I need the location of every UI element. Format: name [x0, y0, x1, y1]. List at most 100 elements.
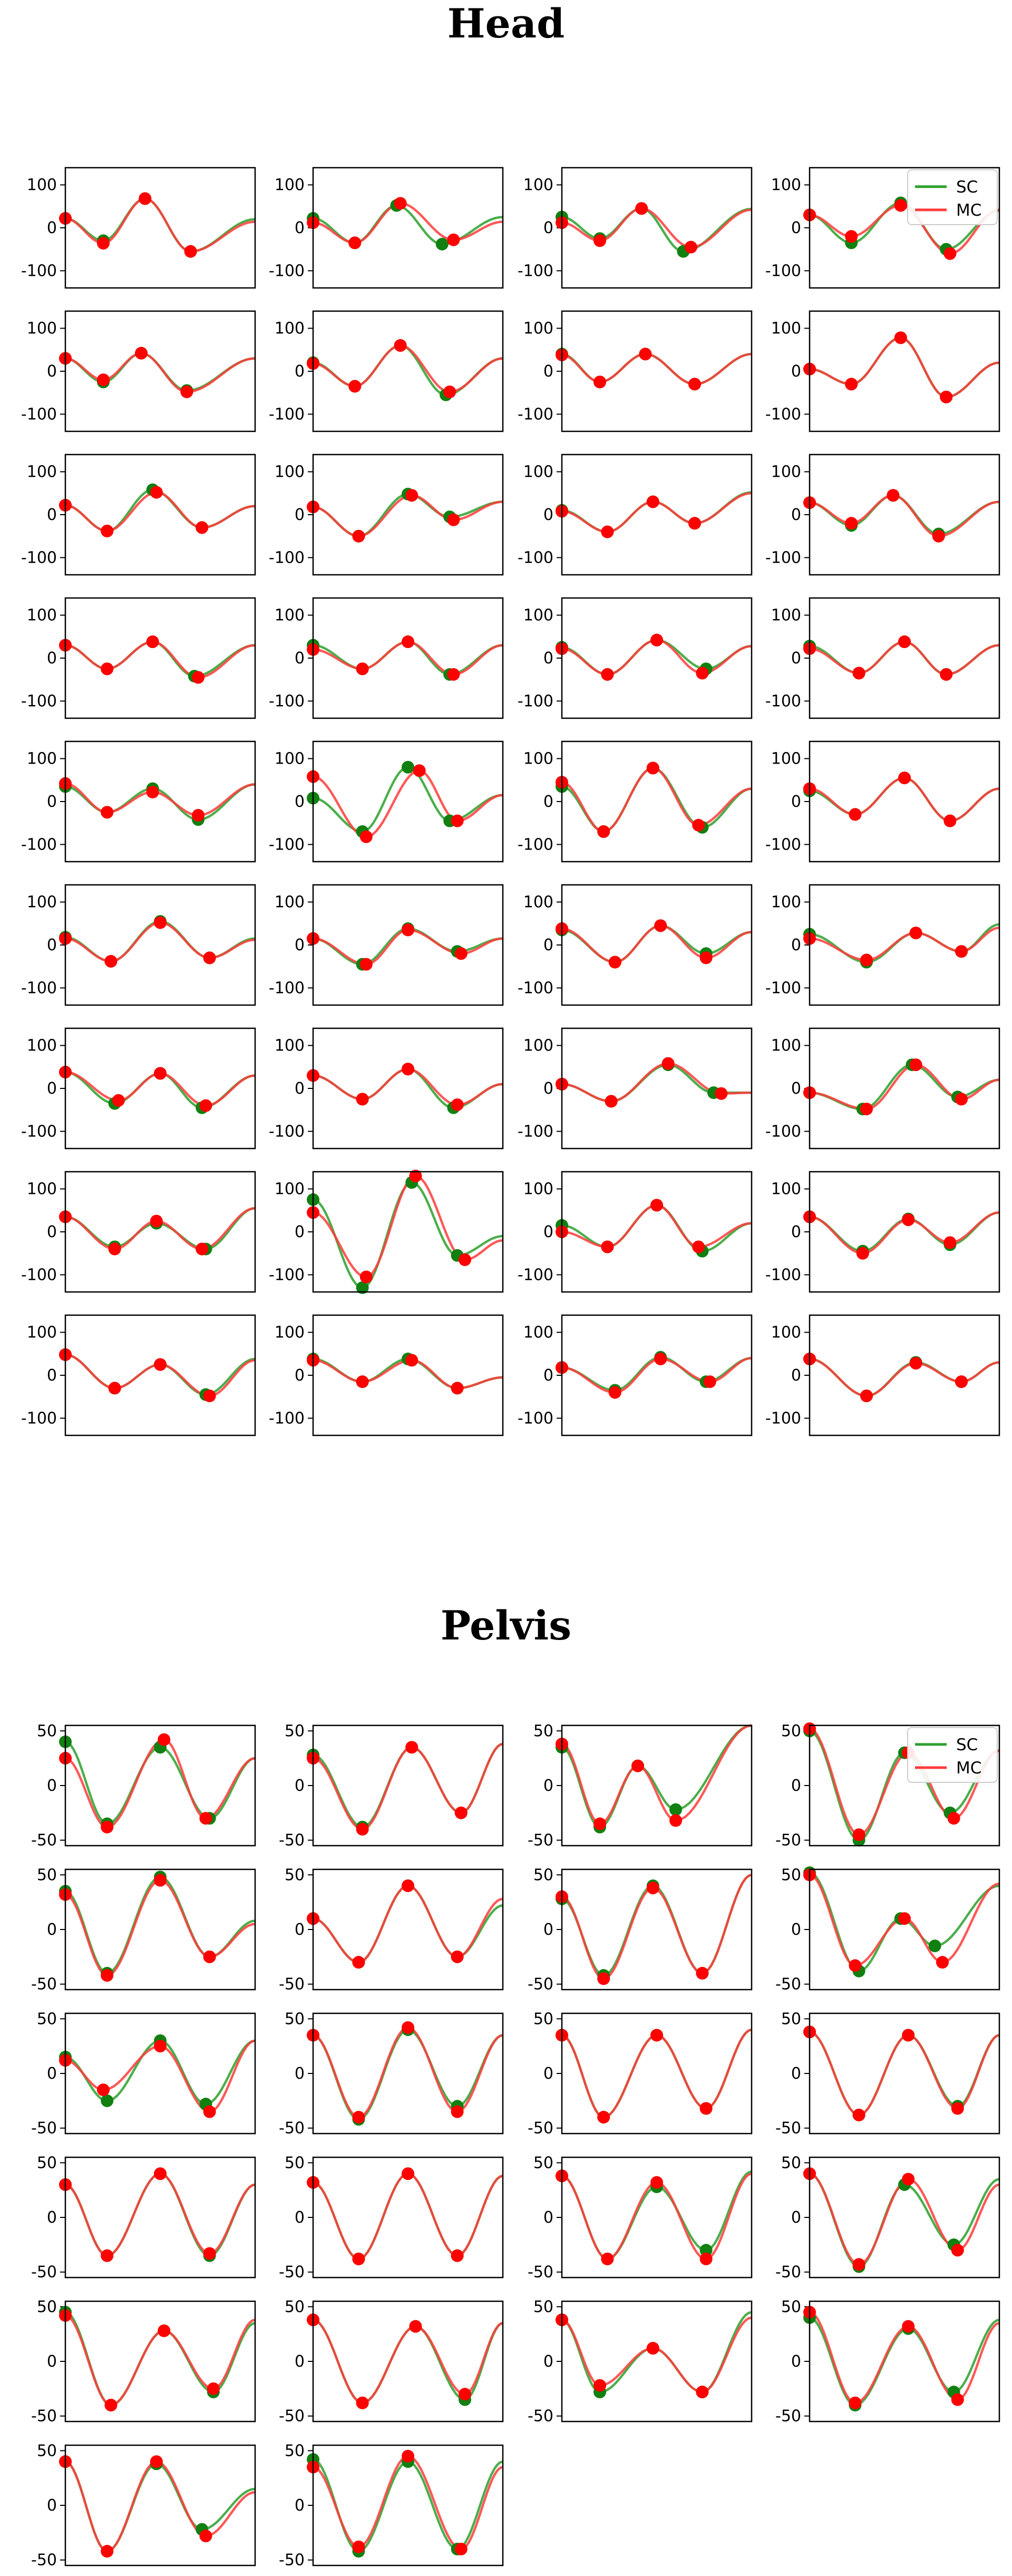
head-mc-marker	[894, 199, 907, 212]
head-ytick-label: 0	[295, 362, 305, 381]
pelvis-mc-marker	[451, 2249, 464, 2262]
pelvis-mc-marker	[699, 2252, 713, 2265]
pelvis-mc-marker	[207, 2382, 220, 2395]
head-sc-marker	[435, 237, 449, 250]
head-sc-line	[313, 344, 503, 397]
head-mc-marker	[608, 956, 621, 969]
head-ytick-label: 0	[791, 1223, 801, 1241]
head-ytick-label: 0	[791, 649, 801, 668]
pelvis-ytick-label: 0	[47, 2496, 57, 2515]
pelvis-legend-sc-label: SC	[956, 1735, 978, 1754]
pelvis-mc-marker	[936, 1956, 949, 1969]
head-panel-frame	[561, 454, 753, 576]
head-ytick-label: 100	[523, 320, 553, 338]
head-panel-3: 100 0 -100	[518, 167, 753, 289]
head-ytick-label: 100	[771, 893, 801, 912]
head-ytick-label: 100	[523, 1037, 553, 1055]
head-panel-frame	[64, 1171, 256, 1293]
pelvis-mc-marker	[158, 2324, 171, 2337]
pelvis-ytick-label: 50	[533, 1722, 553, 1740]
pelvis-ytick-label: 50	[285, 1722, 305, 1740]
head-mc-marker	[932, 529, 945, 543]
pelvis-sc-line	[313, 2028, 503, 2121]
head-ytick-label: 0	[543, 1223, 553, 1241]
head-ytick-label: -100	[518, 548, 553, 567]
pelvis-mc-marker	[947, 1812, 960, 1825]
head-panel-27: 100 0 -100	[518, 1027, 753, 1150]
head-panel-21: 100 0 -100	[21, 884, 256, 1006]
head-mc-line	[65, 197, 256, 253]
head-ytick-label: -100	[21, 548, 57, 567]
pelvis-ytick-label: 0	[295, 2208, 305, 2227]
head-ytick-label: 0	[791, 506, 801, 524]
head-mc-marker	[845, 378, 858, 391]
head-panel-32: 100 0 -100	[765, 1171, 1000, 1293]
pelvis-mc-marker	[451, 1950, 464, 1963]
pelvis-mc-marker	[356, 1822, 369, 1836]
pelvis-mc-marker	[352, 2252, 365, 2265]
head-ytick-label: 100	[275, 176, 305, 195]
head-mc-marker	[898, 635, 911, 649]
pelvis-mc-marker	[459, 2388, 471, 2401]
head-panel-frame	[809, 310, 1000, 432]
head-panel-frame	[64, 1027, 256, 1150]
pelvis-mc-marker	[849, 2396, 862, 2409]
pelvis-mc-marker	[352, 1956, 365, 1969]
head-mc-marker	[650, 1199, 663, 1212]
pelvis-ytick-label: 50	[37, 1866, 57, 1884]
pelvis-ytick-label: 50	[533, 2010, 553, 2028]
head-mc-marker	[108, 1382, 121, 1395]
head-mc-marker	[688, 517, 701, 530]
head-panel-frame	[561, 884, 753, 1006]
head-panel-frame	[64, 597, 256, 719]
pelvis-ytick-label: 50	[37, 2154, 57, 2172]
head-ytick-label: 0	[47, 506, 57, 524]
head-ytick-label: 0	[295, 1223, 305, 1241]
pelvis-sc-line	[65, 2172, 256, 2257]
head-mc-marker	[849, 808, 862, 821]
pelvis-ytick-label: 50	[285, 2154, 305, 2172]
head-panel-24: 100 0 -100	[765, 884, 1000, 1006]
pelvis-mc-marker	[451, 2105, 464, 2118]
head-ytick-label: 100	[275, 750, 305, 768]
pelvis-mc-marker	[150, 2455, 163, 2468]
pelvis-panel-12: 50 0 -50	[775, 2010, 1000, 2138]
pelvis-ytick-label: -50	[279, 2263, 305, 2282]
head-ytick-label: 0	[295, 649, 305, 668]
pelvis-mc-marker	[356, 2396, 369, 2409]
head-mc-marker	[699, 951, 713, 964]
pelvis-mc-marker	[402, 2167, 414, 2181]
head-ytick-label: 100	[771, 176, 801, 195]
pelvis-mc-line	[65, 2172, 256, 2257]
head-mc-marker	[356, 662, 369, 676]
pelvis-ytick-label: 50	[37, 1722, 57, 1740]
head-panel-18: 100 0 -100	[269, 740, 504, 863]
head-mc-marker	[104, 954, 118, 968]
pelvis-ytick-label: 0	[543, 2064, 553, 2083]
head-panel-frame	[809, 454, 1000, 576]
head-mc-marker	[601, 1240, 614, 1253]
pelvis-ytick-label: -50	[528, 1975, 553, 1994]
head-mc-marker	[394, 197, 407, 210]
head-mc-line	[65, 782, 256, 817]
head-mc-marker	[654, 919, 667, 932]
pelvis-mc-marker	[852, 2108, 865, 2121]
pelvis-ytick-label: 0	[47, 1921, 57, 1939]
head-mc-marker	[692, 818, 705, 832]
pelvis-mc-marker	[898, 1912, 911, 1925]
head-ytick-label: 100	[523, 750, 553, 768]
head-mc-line	[561, 924, 752, 963]
pelvis-mc-marker	[650, 2176, 663, 2189]
head-mc-line	[65, 491, 256, 533]
head-panel-frame	[64, 884, 256, 1006]
pelvis-ytick-label: 0	[543, 2208, 553, 2227]
pelvis-mc-marker	[199, 1812, 212, 1825]
head-mc-marker	[359, 1270, 373, 1284]
head-panel-17: 100 0 -100	[21, 740, 256, 863]
head-sc-marker	[402, 760, 414, 774]
head-mc-line	[313, 344, 503, 393]
head-ytick-label: 0	[47, 1223, 57, 1241]
head-mc-marker	[112, 1094, 125, 1107]
pelvis-panel-frame	[64, 2156, 256, 2279]
pelvis-mc-marker	[852, 1828, 865, 1841]
